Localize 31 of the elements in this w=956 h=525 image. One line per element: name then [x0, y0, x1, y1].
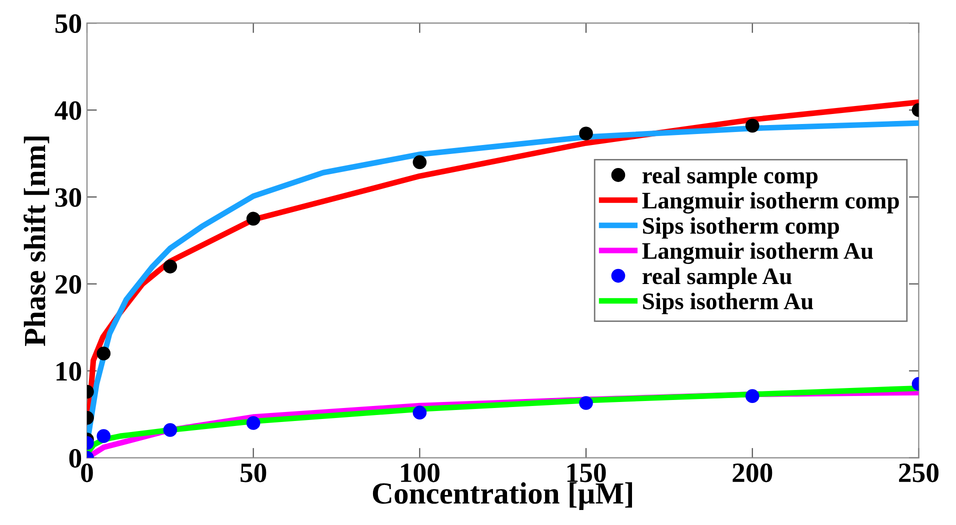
- point: [745, 389, 760, 403]
- point: [163, 423, 178, 437]
- x-tick-label: 200: [732, 463, 772, 482]
- x-tick-label: 100: [401, 463, 440, 482]
- x-tick-label: 50: [240, 463, 266, 482]
- y-tick-label: 50: [55, 14, 82, 34]
- legend-label: Sips isotherm Au: [643, 292, 814, 314]
- point: [246, 212, 260, 226]
- y-tick-label: 0: [69, 448, 82, 468]
- point: [96, 346, 111, 360]
- x-tick-label: 150: [567, 463, 606, 482]
- legend-label: Langmuir isotherm Au: [642, 242, 873, 264]
- point: [579, 396, 593, 410]
- y-tick-label: 30: [55, 188, 82, 207]
- point: [96, 429, 111, 443]
- point: [579, 126, 593, 140]
- y-tick-label: 40: [54, 101, 82, 120]
- legend-label: real sample comp: [642, 166, 818, 188]
- y-tick-label: 20: [56, 275, 82, 294]
- x-axis-title: Concentration [µM]: [372, 482, 632, 510]
- legend-label: Langmuir isotherm comp: [642, 192, 899, 214]
- y-axis-title: Phase shift [nm]: [24, 136, 50, 346]
- point: [246, 416, 260, 430]
- legend-label: Sips isotherm comp: [643, 217, 839, 239]
- x-tick-label: 250: [899, 463, 938, 482]
- point: [412, 406, 427, 420]
- point: [745, 118, 760, 133]
- y-tick-label: 10: [56, 362, 82, 381]
- legend-label: real sample Au: [642, 268, 792, 290]
- point: [412, 155, 427, 170]
- point: [163, 260, 178, 274]
